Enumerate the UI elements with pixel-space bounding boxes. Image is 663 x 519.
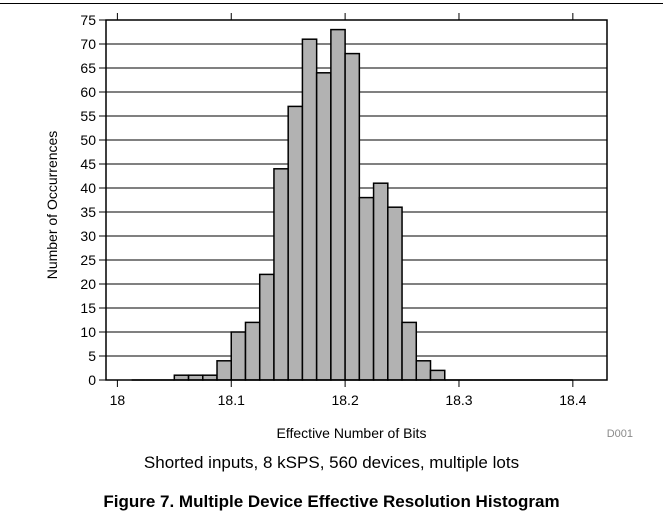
y-axis-title: Number of Occurrences <box>44 131 60 280</box>
histogram-bar <box>315 72 332 381</box>
y-tick-label: 50 <box>80 132 96 148</box>
histogram-bar <box>330 28 346 381</box>
figure-code: D001 <box>607 428 633 440</box>
histogram-bar <box>387 206 403 381</box>
y-tick-label: 75 <box>80 12 96 28</box>
x-tick-label: 18.3 <box>445 392 472 408</box>
x-tick-label: 18 <box>110 392 126 408</box>
histogram-chart: 0 5 10 15 20 25 30 35 40 45 50 55 60 65 70 75 18 18.1 18.2… <box>44 12 633 441</box>
y-tick-label: 65 <box>80 60 96 76</box>
y-tick-label: 15 <box>80 300 96 316</box>
y-tick-label: 45 <box>80 156 96 172</box>
y-tick-label: 40 <box>80 180 96 196</box>
y-tick-label: 60 <box>80 84 96 100</box>
histogram-bar <box>258 273 275 381</box>
plot-frame <box>105 19 608 381</box>
histogram-bar <box>344 52 361 381</box>
chart-subtitle: Shorted inputs, 8 kSPS, 560 devices, mul… <box>143 453 520 472</box>
y-tick-label: 20 <box>80 276 96 292</box>
x-tick-label: 18.4 <box>559 392 586 408</box>
y-tick-label: 10 <box>80 324 96 340</box>
histogram-bars <box>131 28 573 381</box>
histogram-bar <box>415 360 432 381</box>
top-rule <box>0 3 663 4</box>
histogram-bar <box>358 196 375 381</box>
y-tick-label: 30 <box>80 228 96 244</box>
y-tick-label: 25 <box>80 252 96 268</box>
y-tick-label: 0 <box>88 372 96 388</box>
histogram-bar <box>244 321 261 381</box>
y-tick-label: 35 <box>80 204 96 220</box>
figure-title: Figure 7. Multiple Device Effective Reso… <box>103 492 560 511</box>
histogram-bar <box>273 168 289 381</box>
histogram-bar <box>401 321 418 381</box>
histogram-bar <box>230 331 247 381</box>
y-tick-label: 55 <box>80 108 96 124</box>
axis-ticks: 0 5 10 15 20 25 30 35 40 45 50 55 60 65 70 75 18 18.1 18.2… <box>80 12 586 408</box>
x-tick-label: 18.2 <box>331 392 358 408</box>
y-tick-label: 70 <box>80 36 96 52</box>
y-tick-label: 5 <box>88 348 96 364</box>
histogram-bar <box>287 105 304 381</box>
x-axis-title: Effective Number of Bits <box>277 425 427 441</box>
histogram-bar <box>216 360 232 381</box>
histogram-bar <box>372 182 389 381</box>
histogram-bar <box>301 38 318 381</box>
histogram-bar <box>429 369 446 381</box>
x-tick-label: 18.1 <box>218 392 245 408</box>
